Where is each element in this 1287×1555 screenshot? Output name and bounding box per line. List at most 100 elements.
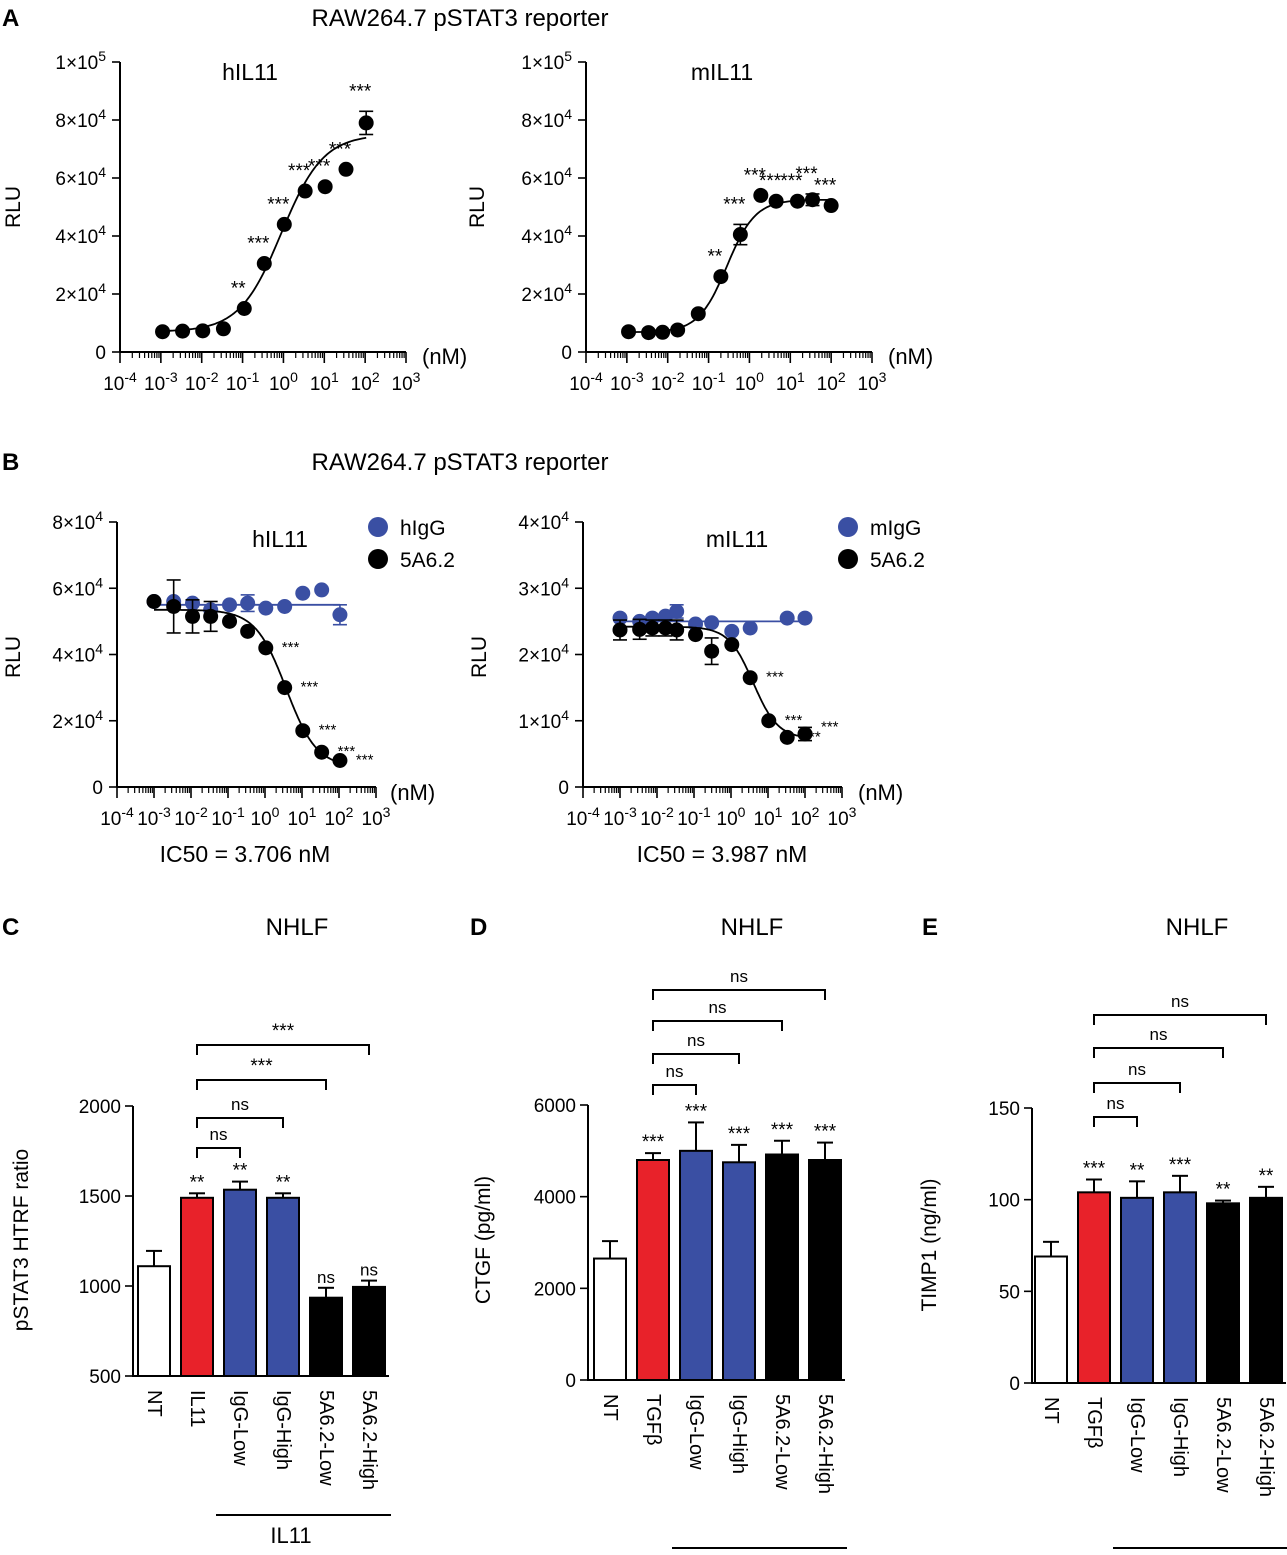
category-label: NT xyxy=(599,1394,621,1421)
bar xyxy=(1163,1191,1197,1385)
significance-label: *** xyxy=(785,712,803,729)
x-tick-label: 10-1 xyxy=(692,369,726,395)
data-point xyxy=(690,306,706,322)
bar-significance-label: ** xyxy=(276,1172,291,1193)
data-point xyxy=(222,613,238,629)
legend-label: 5A6.2 xyxy=(870,549,925,572)
data-point xyxy=(704,615,720,631)
chart-b2: 10-4 10-3 10-2 10-1 100 101 102 103 0 1×104 2×104 3… xyxy=(468,508,925,867)
bar xyxy=(765,1153,799,1381)
x-tick-label: 103 xyxy=(362,804,391,830)
ic50-label: IC50 = 3.987 nM xyxy=(637,841,808,867)
bar xyxy=(679,1149,713,1382)
x-tick-label: 102 xyxy=(325,804,354,830)
category-label: IL11 xyxy=(186,1390,208,1427)
y-axis-label: RLU xyxy=(2,636,25,678)
data-point xyxy=(641,325,657,341)
comparison-label: ns xyxy=(231,1095,249,1114)
comparison-label: ns xyxy=(1128,1060,1146,1079)
x-tick-label: 103 xyxy=(392,369,421,395)
comparison-bracket xyxy=(1093,1082,1181,1093)
panel-a-title: RAW264.7 pSTAT3 reporter xyxy=(312,5,609,32)
bar xyxy=(266,1196,300,1378)
comparison-bracket xyxy=(1093,1047,1224,1058)
category-label: 5A6.2-High xyxy=(1255,1397,1277,1497)
series-5a6.2 xyxy=(612,618,813,745)
significance-label: *** xyxy=(319,722,337,739)
significance-label: *** xyxy=(356,752,374,769)
significance-label: *** xyxy=(338,743,356,760)
panel-d-title: NHLF xyxy=(721,914,784,941)
y-tick-label: 3×104 xyxy=(518,574,569,600)
significance-label: *** xyxy=(744,165,767,186)
data-point xyxy=(621,324,637,340)
y-tick-label: 1500 xyxy=(79,1187,121,1208)
bar xyxy=(808,1159,842,1381)
fit-curve xyxy=(154,608,341,764)
chart-b1: 10-4 10-3 10-2 10-1 100 101 102 103 0 2×104 4×104 6… xyxy=(2,508,455,867)
significance-label: *** xyxy=(814,176,837,197)
data-point xyxy=(779,610,795,626)
significance-label: *** xyxy=(267,194,290,215)
category-label: IgG-High xyxy=(1169,1397,1191,1477)
comparison-label: ns xyxy=(1171,992,1189,1011)
y-tick-label: 0 xyxy=(1009,1374,1020,1395)
data-point xyxy=(277,598,293,614)
category-label: NT xyxy=(143,1390,165,1417)
data-point xyxy=(669,603,685,619)
y-axis-label: RLU xyxy=(2,186,25,228)
x-tick-label: 10-3 xyxy=(603,804,637,830)
y-tick-label: 150 xyxy=(988,1099,1020,1120)
bar xyxy=(636,1159,670,1381)
bar-significance-label: *** xyxy=(771,1120,794,1141)
panel-label-d: D xyxy=(470,914,487,941)
x-tick-label: 10-4 xyxy=(569,369,603,395)
data-point xyxy=(797,610,813,626)
comparison-label: ns xyxy=(730,967,748,986)
data-point xyxy=(215,321,231,337)
significance-label: *** xyxy=(308,157,331,178)
legend-marker xyxy=(368,549,388,569)
series-5a6.2 xyxy=(146,579,348,768)
comparison-bracket xyxy=(196,1044,370,1055)
x-tick-label: 10-3 xyxy=(144,369,178,395)
chart-title: hIL11 xyxy=(252,526,308,552)
x-tick-label: 100 xyxy=(269,369,298,395)
x-tick-label: 10-2 xyxy=(185,369,219,395)
y-tick-label: 0 xyxy=(565,1371,576,1392)
x-tick-label: 100 xyxy=(735,369,764,395)
legend-label: hIgG xyxy=(400,517,446,540)
x-tick-label: 10-1 xyxy=(211,804,245,830)
y-tick-label: 2×104 xyxy=(521,280,572,306)
chart-title: mIL11 xyxy=(706,526,768,552)
panel-c-title: NHLF xyxy=(266,914,329,941)
significance-label: *** xyxy=(821,718,839,735)
data-point xyxy=(295,585,311,601)
x-unit-label: (nM) xyxy=(390,780,435,805)
category-label: IgG-Low xyxy=(229,1390,251,1466)
data-point xyxy=(332,753,348,768)
data-point xyxy=(768,193,784,209)
bar xyxy=(1206,1202,1240,1385)
x-tick-label: 10-1 xyxy=(226,369,260,395)
data-point xyxy=(724,637,740,653)
data-point xyxy=(276,216,292,232)
y-tick-label: 8×104 xyxy=(521,106,572,132)
data-point xyxy=(277,680,293,696)
chart-e: 0 50 100 150 TIMP1 (ng/ml) NT *** TGFβ ** IgG-Low… xyxy=(918,992,1287,1549)
data-point xyxy=(688,627,704,643)
chart-title: mIL11 xyxy=(691,59,753,85)
data-point xyxy=(670,322,686,338)
x-tick-label: 102 xyxy=(351,369,380,395)
y-axis-label: CTGF (pg/ml) xyxy=(472,1176,495,1304)
bar-significance-label: ns xyxy=(360,1261,378,1280)
panel-label-e: E xyxy=(922,914,938,941)
legend-marker xyxy=(368,517,388,537)
data-point xyxy=(732,227,748,243)
data-point xyxy=(317,179,333,195)
x-tick-label: 102 xyxy=(817,369,846,395)
x-tick-label: 10-2 xyxy=(651,369,685,395)
data-point xyxy=(724,623,740,639)
data-point xyxy=(658,620,674,636)
